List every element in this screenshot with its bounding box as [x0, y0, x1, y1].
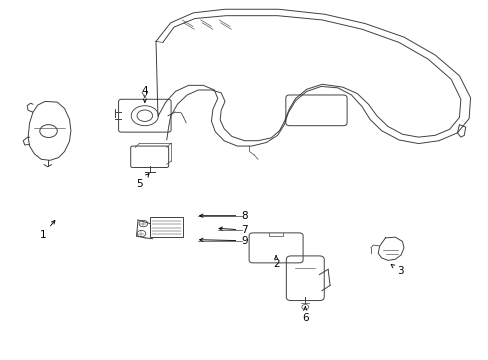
Text: 3: 3: [390, 265, 403, 276]
Text: 6: 6: [302, 307, 308, 323]
Text: 8: 8: [199, 211, 247, 221]
Text: 4: 4: [141, 86, 148, 102]
Text: 7: 7: [219, 225, 247, 235]
Text: 1: 1: [40, 220, 55, 240]
Text: 9: 9: [199, 236, 247, 246]
Text: 2: 2: [272, 256, 279, 269]
Text: 5: 5: [136, 174, 149, 189]
